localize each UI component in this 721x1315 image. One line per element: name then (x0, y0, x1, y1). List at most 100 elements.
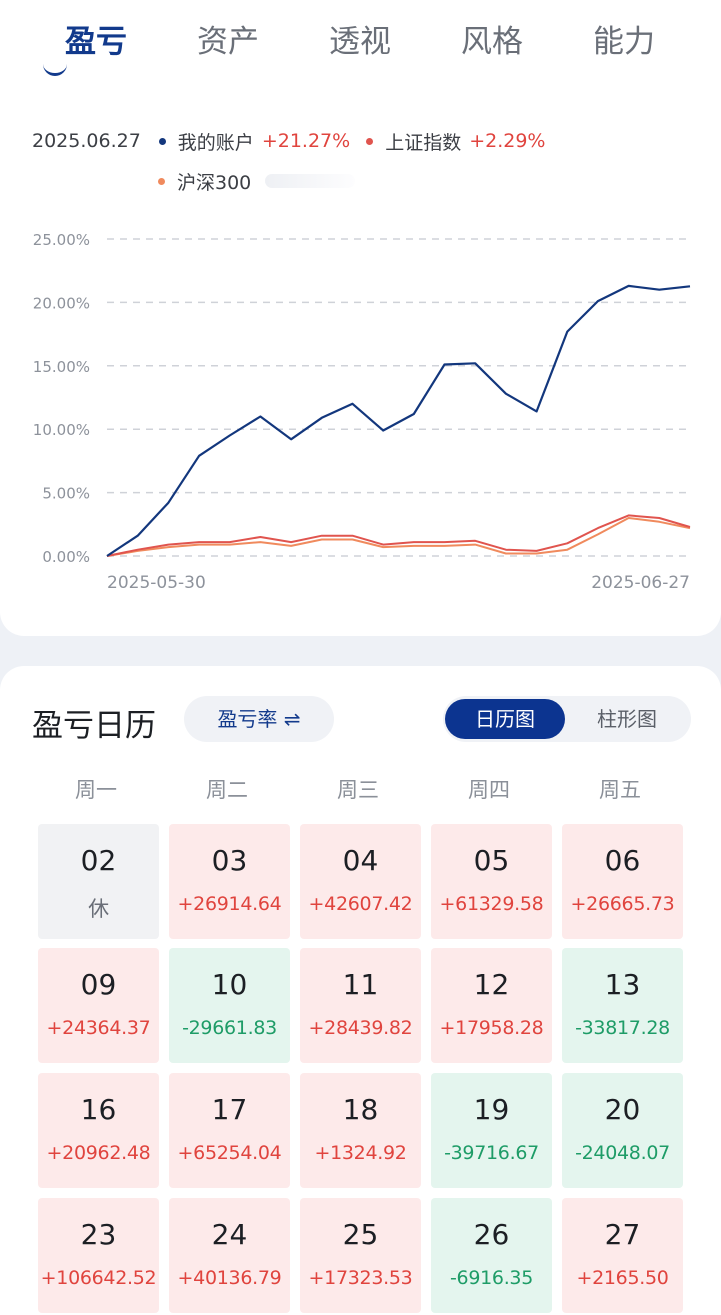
calendar-day-number: 17 (211, 1093, 248, 1126)
calendar-day-profit: +42607.42 (308, 893, 413, 915)
y-tick-label: 5.00% (42, 485, 90, 503)
weekday-mon: 周一 (75, 778, 117, 802)
calendar-day-cell[interactable]: 16 +20962.48 (38, 1073, 159, 1188)
calendar-day-profit: +2165.50 (576, 1267, 669, 1289)
profit-calendar-card: 盈亏日历 盈亏率 ⇌ 日历图 柱形图 周一 周二 周三 周四 周五 02 休 03 +… (0, 666, 721, 1315)
calendar-day-cell[interactable]: 10 -29661.83 (169, 948, 290, 1063)
calendar-day-profit: +61329.58 (439, 893, 544, 915)
calendar-day-profit: +1324.92 (314, 1142, 407, 1164)
calendar-day-profit: +17323.53 (308, 1267, 413, 1289)
series-line-csi300 (106, 517, 691, 557)
calendar-day-number: 23 (80, 1218, 117, 1251)
profit-line-chart: 0.00% 5.00% 10.00% 15.00% 20.00% 25.00% 2025-0… (33, 231, 691, 593)
calendar-day-profit: +26665.73 (570, 893, 675, 915)
series-line-sse (106, 514, 691, 557)
calendar-day-cell[interactable]: 04 +42607.42 (300, 824, 421, 939)
calendar-day-number: 06 (604, 844, 641, 877)
x-end-label: 2025-06-27 (591, 573, 690, 593)
calendar-day-cell[interactable]: 19 -39716.67 (431, 1073, 552, 1188)
y-tick-label: 20.00% (33, 294, 90, 312)
calendar-day-profit: +65254.04 (177, 1142, 282, 1164)
y-tick-label: 0.00% (42, 548, 90, 566)
calendar-day-profit: +26914.64 (177, 893, 282, 915)
calendar-day-profit: +20962.48 (46, 1142, 151, 1164)
calendar-day-number: 09 (80, 968, 117, 1001)
calendar-day-cell[interactable]: 02 休 (38, 824, 159, 939)
tab-assets[interactable]: 资产 (197, 24, 259, 60)
calendar-day-number: 03 (211, 844, 248, 877)
tab-active-indicator (43, 64, 67, 76)
calendar-day-cell[interactable]: 12 +17958.28 (431, 948, 552, 1063)
weekday-tue: 周二 (206, 778, 248, 802)
calendar-day-profit: -33817.28 (575, 1017, 670, 1039)
series-line-account (106, 284, 691, 557)
calendar-day-cell[interactable]: 27 +2165.50 (562, 1198, 683, 1313)
calendar-day-profit: -6916.35 (449, 1267, 534, 1289)
tab-ability[interactable]: 能力 (593, 24, 655, 60)
chart-legend: 2025.06.27 我的账户 +21.27% 上证指数 +2.29% 沪深30… (32, 126, 692, 196)
tab-bar: 盈亏 资产 透视 风格 能力 (0, 18, 721, 78)
calendar-day-number: 20 (604, 1093, 641, 1126)
calendar-day-profit: +106642.52 (40, 1267, 157, 1289)
calendar-day-cell[interactable]: 24 +40136.79 (169, 1198, 290, 1313)
calendar-day-cell[interactable]: 25 +17323.53 (300, 1198, 421, 1313)
calendar-day-profit: -29661.83 (182, 1017, 277, 1039)
legend-name-csi300: 沪深300 (177, 171, 252, 194)
view-calendar-button[interactable]: 日历图 (445, 699, 565, 739)
calendar-day-number: 02 (80, 844, 117, 877)
calendar-day-number: 13 (604, 968, 641, 1001)
calendar-day-profit: -39716.67 (444, 1142, 539, 1164)
legend-value-sse: +2.29% (469, 130, 546, 152)
calendar-day-number: 24 (211, 1218, 248, 1251)
calendar-day-profit: +24364.37 (46, 1017, 151, 1039)
calendar-day-profit: +28439.82 (308, 1017, 413, 1039)
weekday-fri: 周五 (599, 778, 641, 802)
y-tick-label: 15.00% (33, 358, 90, 376)
calendar-day-profit: +40136.79 (177, 1267, 282, 1289)
calendar-day-profit: +17958.28 (439, 1017, 544, 1039)
legend-dot-csi300 (158, 177, 165, 185)
tab-perspective[interactable]: 透视 (329, 24, 391, 60)
calendar-title: 盈亏日历 (32, 708, 156, 744)
legend-name-sse: 上证指数 (385, 131, 462, 154)
calendar-day-cell[interactable]: 18 +1324.92 (300, 1073, 421, 1188)
tab-profit[interactable]: 盈亏 (65, 24, 127, 60)
calendar-day-cell[interactable]: 26 -6916.35 (431, 1198, 552, 1313)
legend-dot-account (158, 137, 166, 145)
calendar-day-profit: -24048.07 (575, 1142, 670, 1164)
calendar-day-number: 05 (473, 844, 510, 877)
calendar-day-number: 16 (80, 1093, 117, 1126)
x-start-label: 2025-05-30 (107, 573, 206, 593)
calendar-day-number: 04 (342, 844, 379, 877)
profit-rate-toggle-button[interactable]: 盈亏率 ⇌ (184, 696, 334, 742)
legend-name-account: 我的账户 (177, 131, 254, 154)
calendar-day-number: 27 (604, 1218, 641, 1251)
calendar-day-number: 19 (473, 1093, 510, 1126)
calendar-day-profit: 休 (88, 897, 109, 921)
calendar-day-cell[interactable]: 11 +28439.82 (300, 948, 421, 1063)
calendar-day-number: 25 (342, 1218, 379, 1251)
weekday-wed: 周三 (337, 778, 379, 802)
calendar-day-number: 12 (473, 968, 510, 1001)
tab-style[interactable]: 风格 (461, 24, 523, 60)
weekday-header: 周一 周二 周三 周四 周五 (34, 774, 694, 804)
calendar-day-cell[interactable]: 05 +61329.58 (431, 824, 552, 939)
legend-value-csi300-blurred (265, 174, 356, 188)
calendar-day-number: 26 (473, 1218, 510, 1251)
legend-date: 2025.06.27 (32, 130, 141, 152)
calendar-day-cell[interactable]: 13 -33817.28 (562, 948, 683, 1063)
calendar-day-number: 11 (342, 968, 379, 1001)
calendar-day-cell[interactable]: 23 +106642.52 (38, 1198, 159, 1313)
profit-card: 盈亏 资产 透视 风格 能力 2025.06.27 我的账户 +21.27% 上… (0, 0, 721, 636)
y-tick-label: 10.00% (33, 421, 90, 439)
view-bar-button[interactable]: 柱形图 (597, 707, 657, 731)
calendar-day-number: 18 (342, 1093, 379, 1126)
legend-dot-sse (366, 137, 374, 145)
calendar-day-cell[interactable]: 09 +24364.37 (38, 948, 159, 1063)
calendar-day-cell[interactable]: 06 +26665.73 (562, 824, 683, 939)
calendar-day-cell[interactable]: 17 +65254.04 (169, 1073, 290, 1188)
calendar-day-cell[interactable]: 20 -24048.07 (562, 1073, 683, 1188)
y-tick-label: 25.00% (33, 231, 90, 249)
weekday-thu: 周四 (468, 778, 510, 802)
calendar-day-cell[interactable]: 03 +26914.64 (169, 824, 290, 939)
